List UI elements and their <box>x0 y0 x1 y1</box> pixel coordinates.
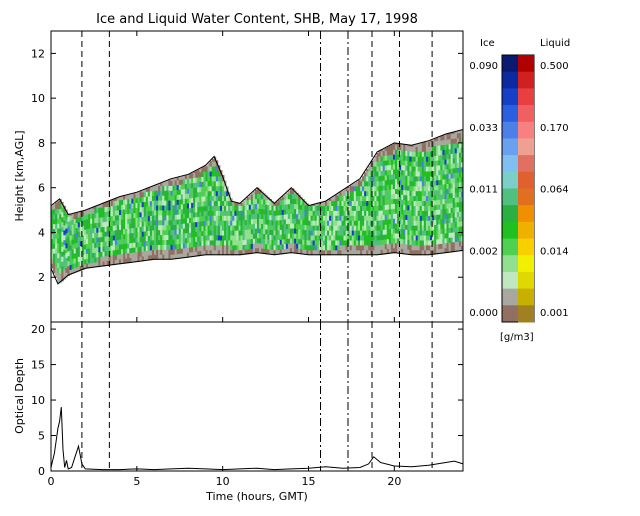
y-tick-label: 2 <box>38 271 45 284</box>
x-tick-label: 0 <box>48 475 55 488</box>
y-tick-label: 0 <box>38 465 45 478</box>
colorbar-liquid-swatch <box>518 305 534 322</box>
x-tick-label: 15 <box>302 475 316 488</box>
colorbar-liquid-swatch <box>518 138 534 155</box>
colorbar-ice-swatch <box>502 305 518 322</box>
x-axis-label: Time (hours, GMT) <box>205 490 308 503</box>
colorbar-liquid-swatch <box>518 155 534 172</box>
colorbar-liquid-swatch <box>518 172 534 189</box>
cloud-field <box>51 130 463 283</box>
y-tick-label: 15 <box>31 359 45 372</box>
colorbar-liquid-tick: 0.064 <box>540 185 569 196</box>
colorbar-units: [g/m3] <box>500 332 534 343</box>
colorbar-ice-swatch <box>502 239 518 256</box>
y-tick-label: 5 <box>38 430 45 443</box>
y-tick-label: 10 <box>31 394 45 407</box>
y-tick-label: 10 <box>31 92 45 105</box>
colorbar-liquid-swatch <box>518 205 534 222</box>
x-tick-label: 20 <box>387 475 401 488</box>
colorbar-liquid-scale <box>518 55 534 323</box>
colorbar-ice-tick: 0.033 <box>469 123 498 134</box>
colorbar-liquid-swatch <box>518 88 534 105</box>
heatmap-panel: 2 4 6 8 10 12 Height [km,AGL] <box>13 31 463 322</box>
colorbar-liquid-tick: 0.001 <box>540 308 569 319</box>
optical-depth-y-ticks: 0 5 10 15 20 <box>31 323 463 478</box>
colorbar-ice-swatch <box>502 272 518 289</box>
optical-depth-line <box>51 407 463 470</box>
colorbar-liquid-tick: 0.014 <box>540 246 569 257</box>
x-tick-label: 10 <box>216 475 230 488</box>
colorbar-liquid-swatch <box>518 189 534 206</box>
colorbar-ice-swatch <box>502 222 518 239</box>
colorbar-liquid-swatch <box>518 272 534 289</box>
colorbar-ice-swatch <box>502 138 518 155</box>
colorbar-ice-swatch <box>502 155 518 172</box>
optical-depth-y-axis-label: Optical Depth <box>13 358 26 434</box>
colorbar-ice-label: Ice <box>480 38 495 49</box>
colorbar-ice-swatch <box>502 205 518 222</box>
colorbar-liquid-swatch <box>518 72 534 89</box>
y-tick-label: 6 <box>38 182 45 195</box>
optical-depth-time-markers <box>82 322 432 471</box>
colorbar-liquid-swatch <box>518 289 534 306</box>
optical-depth-panel: 0 5 10 15 20 0 5 10 15 20 Optical Depth Time (ho… <box>13 322 463 503</box>
colorbar-liquid-label: Liquid <box>540 38 570 49</box>
chart-title: Ice and Liquid Water Content, SHB, May 1… <box>96 12 418 27</box>
colorbar-liquid-swatch <box>518 255 534 272</box>
colorbar-liquid-tick: 0.170 <box>540 123 569 134</box>
colorbar-ice-swatch <box>502 105 518 122</box>
colorbar-liquid-swatch <box>518 239 534 256</box>
x-tick-label: 5 <box>133 475 140 488</box>
colorbar-ice-tick: 0.002 <box>469 246 498 257</box>
colorbar-liquid-swatch <box>518 222 534 239</box>
colorbar-ice-swatch <box>502 189 518 206</box>
colorbar-ice-swatch <box>502 122 518 139</box>
colorbar-liquid-tick: 0.500 <box>540 61 569 72</box>
colorbar-ice-tick: 0.011 <box>469 185 498 196</box>
colorbar-ice-swatch <box>502 72 518 89</box>
y-tick-label: 8 <box>38 137 45 150</box>
optical-depth-frame <box>51 322 463 471</box>
colorbar-ice-swatch <box>502 289 518 306</box>
colorbar: Ice Liquid 0.090 0.033 0.011 0.002 0.000 0.50… <box>469 38 570 343</box>
heatmap-y-axis-label: Height [km,AGL] <box>13 130 26 221</box>
colorbar-ice-swatch <box>502 172 518 189</box>
y-tick-label: 12 <box>31 47 45 60</box>
colorbar-ice-tick: 0.000 <box>469 308 498 319</box>
y-tick-label: 4 <box>38 226 45 239</box>
colorbar-ice-tick: 0.090 <box>469 61 498 72</box>
colorbar-ice-swatch <box>502 255 518 272</box>
colorbar-liquid-swatch <box>518 105 534 122</box>
colorbar-liquid-swatch <box>518 122 534 139</box>
colorbar-liquid-swatch <box>518 55 534 72</box>
y-tick-label: 20 <box>31 323 45 336</box>
colorbar-ice-swatch <box>502 55 518 72</box>
colorbar-ice-swatch <box>502 88 518 105</box>
